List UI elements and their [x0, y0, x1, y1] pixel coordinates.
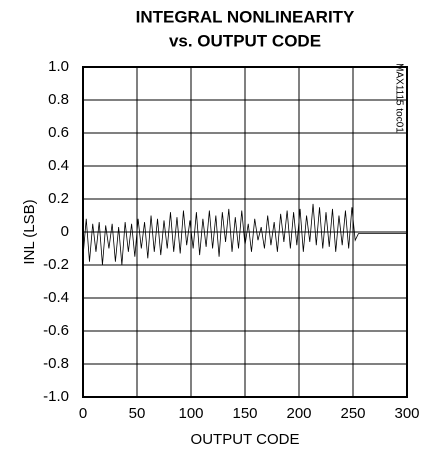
- x-tick-label: 300: [394, 405, 419, 422]
- y-tick-label: 0.8: [48, 91, 69, 108]
- x-tick-label: 100: [178, 405, 203, 422]
- chart-title: vs. OUTPUT CODE: [169, 31, 321, 50]
- y-tick-label: 0.2: [48, 190, 69, 207]
- y-tick-label: -1.0: [43, 388, 69, 405]
- y-tick-label: 0: [61, 223, 69, 240]
- data-line: [82, 203, 407, 266]
- y-tick-label: 0.4: [48, 157, 69, 174]
- x-tick-label: 250: [340, 405, 365, 422]
- y-tick-label: 0.6: [48, 124, 69, 141]
- y-tick-label: 1.0: [48, 58, 69, 75]
- x-tick-label: 200: [286, 405, 311, 422]
- x-tick-label: 0: [79, 405, 87, 422]
- x-axis-label: OUTPUT CODE: [191, 431, 300, 448]
- y-tick-label: -0.6: [43, 322, 69, 339]
- x-tick-label: 50: [129, 405, 146, 422]
- plot-frame: [82, 66, 408, 398]
- y-tick-label: -0.8: [43, 355, 69, 372]
- annotation: MAX1115 toc01: [393, 63, 404, 133]
- y-tick-label: -0.2: [43, 256, 69, 273]
- y-tick-label: -0.4: [43, 289, 69, 306]
- chart-title: INTEGRAL NONLINEARITY: [136, 7, 355, 26]
- x-tick-label: 150: [232, 405, 257, 422]
- y-axis-label: INL (LSB): [21, 199, 38, 264]
